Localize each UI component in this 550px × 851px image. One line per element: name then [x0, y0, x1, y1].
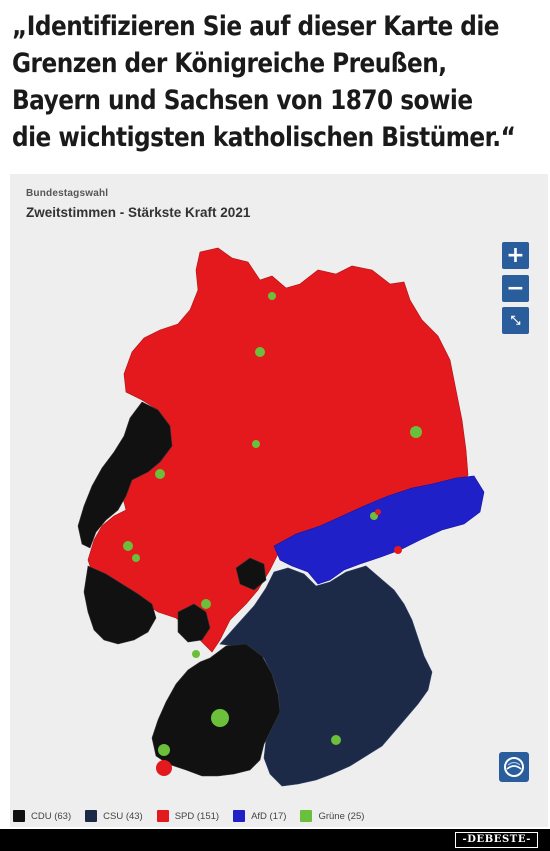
legend-swatch-spd [156, 810, 169, 822]
region-gruene-hannover [252, 440, 260, 448]
region-gruene-kiel [268, 292, 276, 300]
legend-item-afd: AfD (17) [233, 810, 286, 822]
region-gruene-stuttgart [211, 709, 229, 727]
map-kicker: Bundestagswahl [26, 188, 109, 199]
region-gruene-freiburg [158, 744, 170, 756]
region-gruene-bonn [132, 554, 140, 562]
germany-election-map[interactable] [60, 240, 500, 800]
legend-item-spd: SPD (151) [156, 810, 220, 822]
map-legend: CDU (63) CSU (43) SPD (151) AfD (17) Grü… [10, 805, 548, 827]
map-title: Zweitstimmen - Stärkste Kraft 2021 [26, 205, 251, 220]
region-gruene-hamburg [255, 347, 265, 357]
legend-item-cdu: CDU (63) [13, 810, 71, 822]
headline-line-1: „Identifizieren Sie auf dieser Karte die [12, 11, 500, 42]
region-spd-dresden [394, 546, 402, 554]
region-spd-freiburg-south [156, 760, 172, 776]
globe-icon [504, 757, 524, 777]
headline-line-3: Bayern und Sachsen von 1870 sowie [12, 85, 473, 116]
legend-label-afd: AfD (17) [251, 810, 287, 822]
region-cdu-central [235, 557, 267, 591]
region-gruene-berlin [410, 426, 422, 438]
map-card: Bundestagswahl Zweitstimmen - Stärkste K… [10, 174, 548, 827]
footer-bar: -DEBESTE- [0, 829, 550, 851]
region-spd-leipzig [375, 509, 381, 515]
legend-label-spd: SPD (151) [174, 810, 220, 822]
legend-item-gruene: Grüne (25) [300, 810, 364, 822]
watermark: -DEBESTE- [455, 832, 538, 848]
region-cdu-west [77, 401, 173, 549]
region-gruene-heidelberg [192, 650, 200, 658]
region-gruene-cologne [123, 541, 133, 551]
legend-swatch-csu [85, 810, 98, 822]
legend-swatch-cdu [13, 810, 25, 822]
zoom-out-button[interactable]: − [502, 275, 529, 302]
legend-swatch-gruene [300, 810, 313, 822]
region-afd-saxony [273, 475, 485, 585]
headline-line-2: Grenzen der Königreiche Preußen, [12, 48, 447, 79]
headline: „Identifizieren Sie auf dieser Karte die… [12, 8, 516, 156]
zoom-in-button[interactable]: + [502, 242, 529, 269]
legend-swatch-afd [233, 810, 246, 822]
region-cdu-rhineland [83, 565, 157, 645]
legend-label-csu: CSU (43) [103, 810, 143, 822]
region-gruene-munich [331, 735, 341, 745]
region-gruene-frankfurt [201, 599, 211, 609]
headline-line-4: die wichtigsten katholischen Bistümer.“ [12, 122, 516, 153]
legend-label-cdu: CDU (63) [31, 810, 72, 822]
legend-label-gruene: Grüne (25) [318, 810, 365, 822]
legend-item-csu: CSU (43) [85, 810, 143, 822]
region-gruene-muenster [155, 469, 165, 479]
broadcaster-logo [499, 752, 529, 782]
region-cdu-hesse [177, 603, 211, 643]
reset-view-button[interactable]: ⤡ [502, 307, 529, 334]
